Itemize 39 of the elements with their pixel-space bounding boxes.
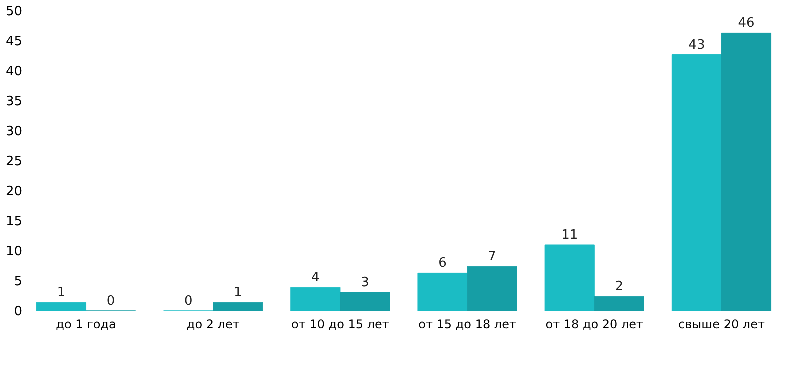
y-tick-label: 25 [6, 154, 22, 170]
bar [672, 54, 722, 312]
bar [594, 296, 644, 312]
bar [290, 287, 341, 312]
y-tick-label: 20 [6, 184, 22, 200]
data-label: 1 [234, 286, 242, 301]
x-tick-label: до 2 лет [186, 318, 240, 332]
y-tick-label: 40 [6, 64, 22, 80]
data-label: 43 [688, 38, 706, 53]
y-tick-label: 15 [6, 214, 22, 230]
y-tick-label: 30 [6, 124, 22, 140]
bar [544, 244, 595, 312]
x-tick-label: от 15 до 18 лет [418, 318, 516, 332]
data-label: 11 [562, 228, 578, 243]
data-label: 4 [312, 270, 320, 286]
y-tick-label: 50 [6, 4, 22, 20]
data-label: 2 [615, 280, 624, 295]
x-tick-label: до 1 года [56, 318, 116, 332]
data-label: 46 [738, 16, 755, 32]
data-label: 0 [184, 294, 193, 309]
x-tick-label: от 10 до 15 лет [292, 318, 390, 332]
y-tick-label: 10 [6, 244, 22, 260]
bar [418, 272, 468, 312]
y-tick-label: 35 [6, 94, 22, 110]
y-tick-label: 0 [14, 304, 22, 320]
bar [36, 302, 87, 312]
y-tick-label: 5 [14, 274, 22, 290]
x-tick-label: от 18 до 20 лет [546, 318, 644, 332]
bar [721, 32, 772, 312]
data-label: 7 [488, 250, 496, 265]
y-tick-label: 45 [6, 34, 22, 50]
data-label: 3 [361, 275, 370, 290]
data-label: 0 [106, 294, 116, 309]
bar [340, 292, 390, 312]
data-label: 1 [57, 286, 66, 301]
x-tick-label: свыше 20 лет [678, 318, 765, 332]
bar [467, 266, 518, 312]
data-label: 6 [438, 256, 447, 272]
bar [213, 302, 264, 312]
